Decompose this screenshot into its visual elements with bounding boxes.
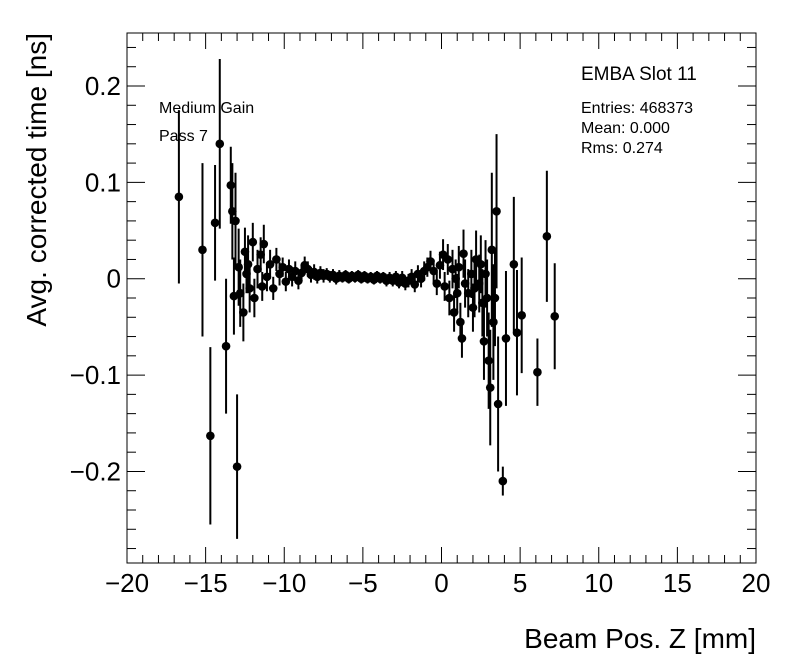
data-point — [517, 311, 526, 320]
data-point — [232, 462, 242, 471]
annotation-pass: Pass 7 — [159, 128, 208, 145]
x-tick-label: −10 — [262, 568, 306, 598]
data-point — [281, 277, 291, 286]
data-point — [445, 293, 454, 303]
data-point — [456, 317, 465, 327]
data-point — [215, 139, 225, 149]
data-point — [498, 476, 508, 486]
data-point — [509, 259, 519, 269]
data-point — [489, 317, 498, 327]
data-point — [482, 293, 492, 303]
data-point — [452, 288, 462, 298]
x-tick-label: 5 — [513, 568, 527, 598]
data-point — [440, 282, 449, 291]
stats-entries: Entries: 468373 — [581, 100, 693, 117]
data-point — [221, 341, 231, 351]
data-point — [432, 279, 442, 288]
data-points — [174, 59, 560, 539]
y-tick-label: 0.1 — [85, 167, 121, 197]
data-point — [257, 282, 267, 291]
x-tick-label: 0 — [434, 568, 448, 598]
data-point — [550, 312, 560, 321]
y-axis-label: Avg. corrected time [ns] — [21, 33, 52, 327]
data-point — [479, 337, 489, 346]
x-axis-label: Beam Pos. Z [mm] — [524, 623, 756, 654]
y-tick-label: −0.1 — [70, 360, 121, 390]
data-point — [459, 249, 468, 258]
data-point — [245, 284, 254, 293]
data-point — [490, 293, 500, 303]
x-tick-label: 20 — [742, 568, 771, 598]
x-tick-labels: −20 −15 −10 −5 0 5 10 15 20 — [105, 568, 771, 598]
annotation-gain: Medium Gain — [159, 100, 254, 117]
data-point — [198, 245, 207, 255]
data-point — [468, 303, 478, 312]
x-tick-label: −20 — [105, 568, 149, 598]
data-point — [542, 232, 552, 241]
data-point — [492, 206, 501, 216]
data-point — [265, 259, 275, 269]
data-point — [272, 255, 281, 264]
data-point — [533, 367, 542, 377]
y-tick-labels: −0.2 −0.1 0 0.1 0.2 — [70, 71, 121, 486]
data-point — [512, 328, 522, 337]
axis-ticks — [126, 33, 757, 563]
data-point — [206, 431, 215, 441]
data-point — [210, 218, 220, 228]
data-point — [443, 255, 453, 264]
data-point — [493, 399, 503, 409]
data-point — [501, 334, 511, 343]
data-point — [231, 216, 240, 226]
data-point — [243, 259, 253, 269]
data-point — [239, 308, 248, 317]
data-point — [476, 259, 486, 269]
data-point — [174, 192, 184, 202]
stats-rms: Rms: 0.274 — [581, 140, 663, 157]
x-tick-label: 15 — [663, 568, 692, 598]
data-point — [485, 383, 495, 392]
stats-mean: Mean: 0.000 — [581, 120, 670, 137]
x-tick-label: 10 — [584, 568, 613, 598]
stats-title: EMBA Slot 11 — [581, 64, 697, 85]
data-point — [268, 284, 278, 293]
y-tick-label: 0 — [107, 264, 121, 294]
x-tick-label: −15 — [184, 568, 228, 598]
y-tick-label: 0.2 — [85, 71, 121, 101]
data-point — [226, 180, 236, 190]
data-point — [259, 239, 269, 249]
y-tick-label: −0.2 — [70, 456, 121, 486]
data-point — [454, 262, 464, 272]
data-point — [481, 269, 490, 279]
x-tick-label: −5 — [348, 568, 378, 598]
data-point — [250, 293, 259, 303]
data-point — [484, 356, 493, 365]
data-point — [234, 262, 243, 272]
data-point — [248, 237, 258, 247]
data-point — [457, 334, 467, 343]
